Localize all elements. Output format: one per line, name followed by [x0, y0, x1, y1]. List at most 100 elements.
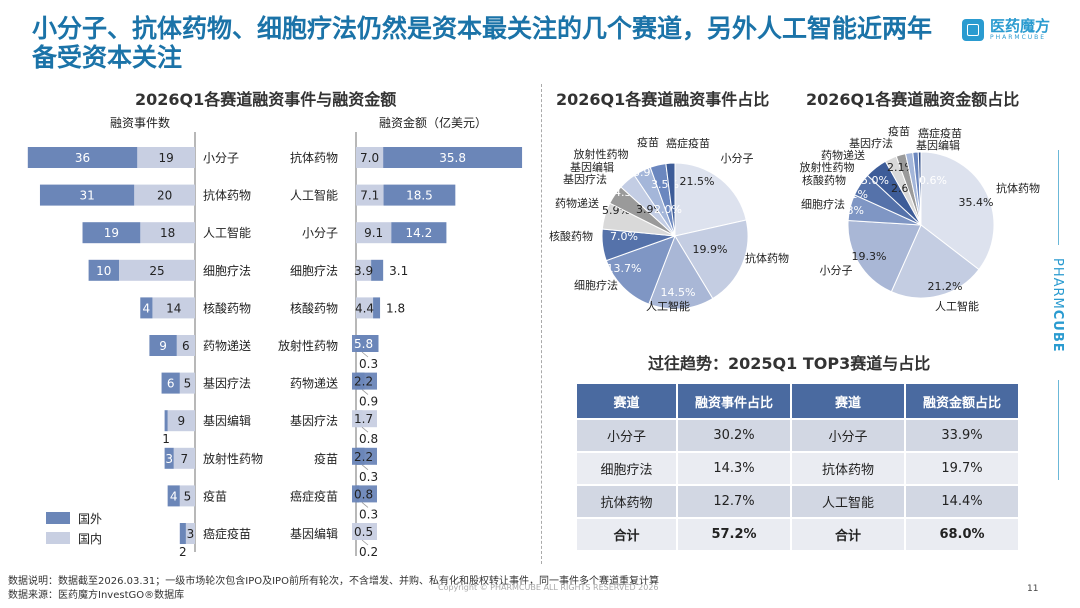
bar-events-domestic: [179, 485, 195, 507]
bar-events-foreign: [39, 184, 135, 206]
bar-events-foreign: [82, 222, 141, 244]
pie-slice: [847, 219, 922, 293]
bar-events-domestic: [176, 335, 195, 356]
data-label-events-foreign: 10: [96, 264, 111, 278]
leader-line: [361, 389, 369, 395]
category-label-amount: 小分子: [302, 226, 338, 240]
table-cell: 19.7%: [906, 451, 1018, 484]
top3-table: 赛道 融资事件占比 赛道 融资金额占比 小分子 30.2% 小分子 33.9% …: [575, 384, 1020, 550]
table-cell: 人工智能: [792, 484, 904, 517]
bar-chart-title: 2026Q1各赛道融资事件与融资金额: [135, 90, 397, 109]
cube-logo-icon: [962, 19, 984, 41]
data-label-amount-domestic: 7.1: [360, 189, 379, 203]
table-row: 细胞疗法 14.3% 抗体药物 19.7%: [577, 451, 1018, 484]
pie-events-title: 2026Q1各赛道融资事件占比: [556, 90, 770, 109]
category-label-amount: 药物递送: [290, 376, 338, 391]
data-label-events-domestic: 14: [166, 301, 181, 315]
pie-slice: [674, 219, 749, 300]
table-row: 小分子 30.2% 小分子 33.9%: [577, 418, 1018, 451]
data-label-events-foreign: 1: [162, 432, 170, 446]
side-brand-text: PHARMCUBE: [1050, 258, 1065, 353]
category-label-events: 药物递送: [203, 338, 251, 353]
pie-charts: 21.5%小分子19.9%抗体药物14.5%人工智能13.7%细胞疗法7.0%核…: [549, 124, 1040, 313]
pie-category-label: 放射性药物: [800, 160, 855, 174]
pie-category-label: 人工智能: [935, 299, 979, 313]
pie-percent-label: 35.4%: [959, 196, 994, 209]
pie-category-label: 基因疗法: [563, 172, 607, 186]
table-header: 赛道: [792, 384, 904, 418]
data-label-amount-main: 1.7: [354, 412, 373, 426]
table-cell: 12.7%: [678, 484, 790, 517]
category-label-events: 放射性药物: [203, 451, 263, 466]
category-label-amount: 疫苗: [314, 451, 338, 466]
bar-events-foreign: [167, 485, 180, 507]
data-label-events-foreign: 9: [159, 339, 167, 353]
category-label-events: 细胞疗法: [203, 264, 251, 278]
bar-events-foreign: [149, 335, 177, 356]
bar-events-foreign: [27, 147, 138, 168]
amount-axis-label: 融资金额（亿美元）: [379, 116, 488, 130]
data-label-amount-foreign: 14.2: [405, 226, 432, 240]
data-label-amount-foreign: 18.5: [406, 189, 433, 203]
pie-category-label: 核酸药物: [549, 229, 593, 243]
bar-events-foreign: [179, 523, 186, 544]
table-header: 赛道: [577, 384, 676, 418]
category-label-amount: 放射性药物: [278, 338, 338, 353]
bar-events-foreign: [140, 297, 153, 319]
data-label-events-foreign: 2: [179, 545, 187, 559]
category-label-amount: 癌症疫苗: [290, 488, 338, 503]
pie-percent-label: 19.9%: [693, 243, 728, 256]
pie-category-label: 基因疗法: [849, 136, 893, 150]
pie-category-label: 细胞疗法: [574, 278, 618, 292]
pie-category-label: 小分子: [820, 264, 853, 277]
data-label-amount-secondary: 0.2: [359, 545, 378, 559]
pie-category-label: 药物递送: [821, 148, 865, 162]
data-label-events-domestic: 9: [177, 414, 185, 428]
copyright: Copyright © PHARMCUBE ALL RIGHTS RESERVE…: [438, 583, 659, 592]
bar-events-domestic: [185, 523, 195, 544]
leader-line: [361, 502, 369, 508]
pie-category-label: 基因编辑: [570, 160, 614, 174]
category-label-amount: 抗体药物: [290, 150, 338, 165]
data-label-events-domestic: 18: [160, 226, 175, 240]
data-label-events-domestic: 25: [149, 264, 164, 278]
pie-category-label: 疫苗: [888, 124, 910, 138]
side-brand-bold: CUBE: [1050, 309, 1065, 353]
bar-amount-domestic: [356, 184, 384, 206]
pie-slice: [665, 162, 676, 237]
bar-amount-foreign: [383, 184, 456, 206]
pie-slice: [648, 234, 714, 310]
pie-percent-label: 21.5%: [680, 175, 715, 188]
data-label-box: [352, 410, 377, 428]
data-label-amount-main: 2.2: [354, 450, 373, 464]
pie-category-label: 癌症疫苗: [666, 136, 710, 150]
legend-label-foreign: 国外: [78, 511, 103, 526]
data-label-amount-secondary: 0.3: [359, 357, 378, 371]
table-total-row: 合计 57.2% 合计 68.0%: [577, 517, 1018, 550]
bar-events-domestic: [134, 184, 195, 206]
data-label-events-foreign: 4: [143, 301, 151, 315]
pie-percent-label: 5.0%: [861, 174, 889, 187]
side-brand-light: PHARM: [1050, 258, 1065, 310]
bar-events-domestic: [167, 410, 195, 432]
legend-label-domestic: 国内: [78, 531, 103, 546]
pie-percent-label: 13.7%: [607, 262, 642, 275]
data-label-amount-main: 0.8: [354, 487, 373, 501]
data-label-events-domestic: 5: [184, 377, 192, 391]
category-label-amount: 基因编辑: [290, 526, 338, 541]
pie-category-label: 人工智能: [646, 299, 690, 313]
legend: 国外 国内: [46, 508, 102, 548]
events-axis-label: 融资事件数: [110, 116, 171, 130]
table-header-row: 赛道 融资事件占比 赛道 融资金额占比: [577, 384, 1018, 418]
bar-events-domestic: [179, 372, 195, 394]
category-label-events: 小分子: [203, 151, 239, 165]
side-line-bottom: [1058, 380, 1059, 480]
data-label-events-foreign: 36: [75, 151, 90, 165]
leader-line: [361, 464, 369, 471]
data-label-amount-domestic: 7.0: [360, 151, 379, 165]
data-label-amount-domestic: 4.4: [355, 301, 374, 315]
pie-percent-label: 0.6%: [919, 174, 947, 187]
table-row: 抗体药物 12.7% 人工智能 14.4%: [577, 484, 1018, 517]
data-label-events-foreign: 31: [79, 189, 94, 203]
